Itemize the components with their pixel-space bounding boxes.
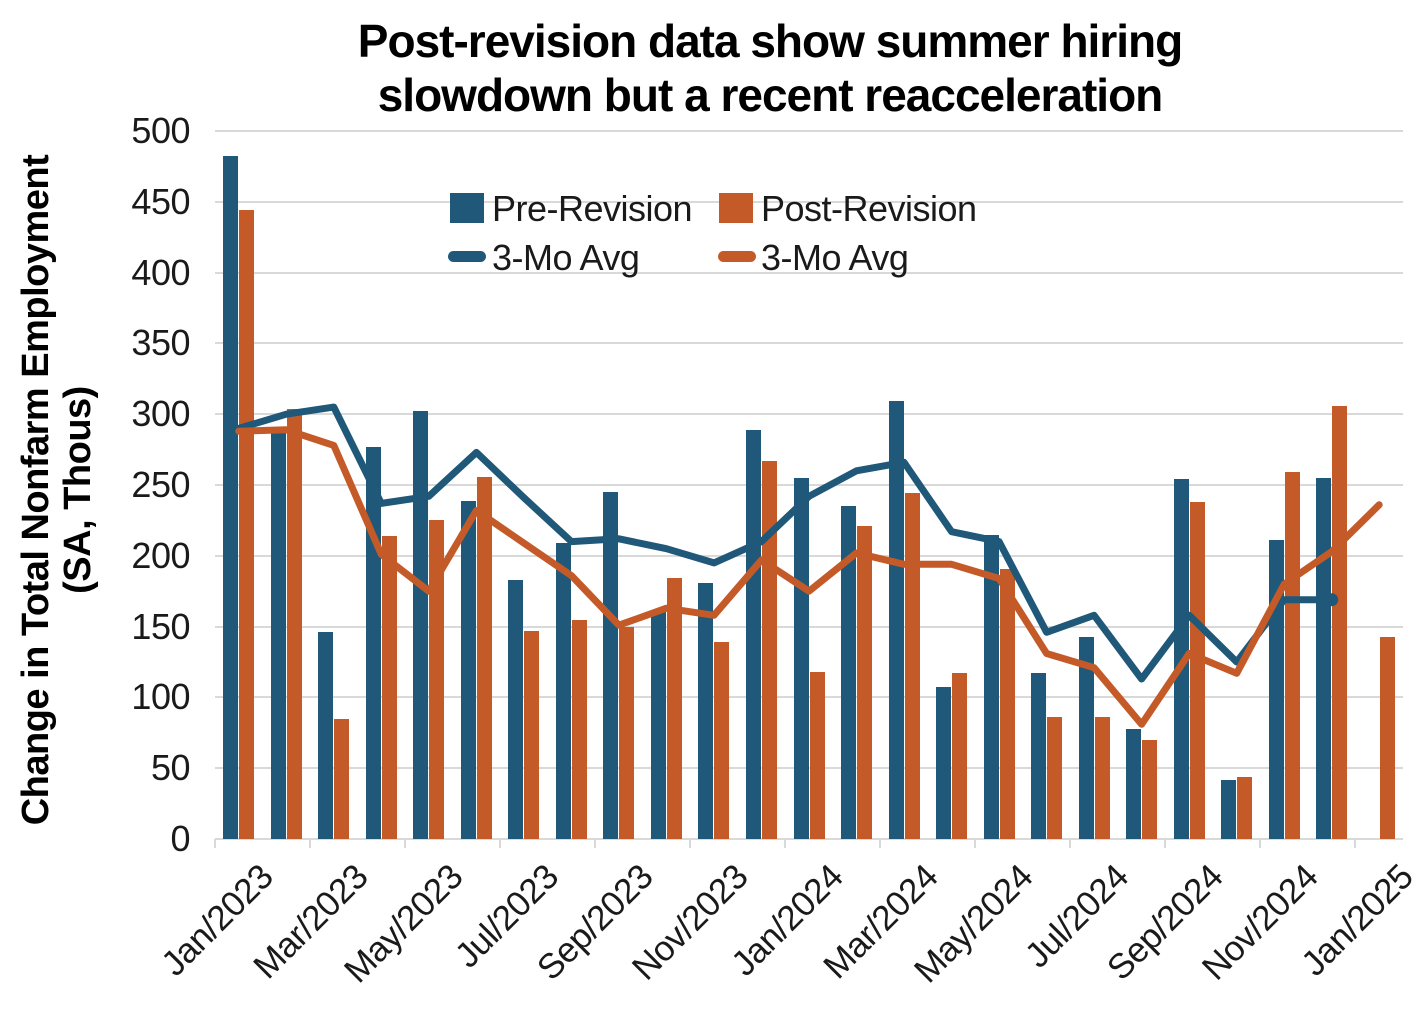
gridline-450 — [215, 200, 1403, 203]
x-axis-line — [215, 838, 1403, 840]
gridline-500 — [215, 130, 1403, 132]
y-tick-label-300: 300 — [131, 393, 190, 435]
bar-post-revision-Jul-2023 — [524, 630, 540, 839]
x-axis-tick — [309, 839, 312, 848]
legend-swatch-post-3mo-avg — [718, 251, 756, 262]
gridline-250 — [215, 484, 1403, 486]
bar-post-revision-May-2023 — [429, 520, 445, 839]
y-axis-title-line1: Change in Total Nonfarm Employment — [15, 154, 57, 826]
legend-label-post-3mo-avg: 3-Mo Avg — [761, 237, 909, 278]
bar-pre-revision-Dec-2024 — [1316, 477, 1332, 839]
bar-post-revision-Jan-2023 — [239, 210, 255, 839]
bar-pre-revision-Jul-2024 — [1078, 636, 1094, 839]
bar-post-revision-Nov-2023 — [714, 642, 730, 839]
bar-post-revision-Jun-2024 — [1047, 717, 1063, 839]
bar-post-revision-Aug-2024 — [1142, 739, 1158, 839]
gridline-350 — [215, 342, 1403, 345]
x-axis-tick — [404, 839, 407, 848]
legend-label-post-revision: Post-Revision — [761, 188, 977, 229]
trend-line-3-mo-avg-pre-revision- — [235, 403, 1336, 683]
bar-post-revision-Mar-2024 — [904, 493, 920, 839]
bar-pre-revision-May-2024 — [983, 534, 999, 839]
bar-pre-revision-Jun-2024 — [1031, 673, 1047, 839]
bar-pre-revision-Oct-2023 — [650, 612, 666, 839]
x-axis-tick — [784, 839, 787, 848]
y-tick-label-500: 500 — [131, 110, 190, 151]
bar-post-revision-May-2024 — [999, 568, 1015, 839]
y-tick-label-0: 0 — [170, 818, 190, 859]
y-tick-label-250: 250 — [131, 464, 190, 505]
bar-pre-revision-Oct-2024 — [1221, 779, 1237, 839]
bar-pre-revision-Nov-2023 — [698, 582, 714, 839]
x-axis-tick — [499, 839, 502, 848]
bar-pre-revision-Aug-2023 — [555, 543, 571, 839]
x-axis-tick — [689, 839, 692, 848]
y-tick-label-400: 400 — [131, 251, 190, 293]
bar-post-revision-Dec-2023 — [761, 460, 777, 839]
bar-post-revision-Nov-2024 — [1284, 472, 1300, 839]
legend-swatch-pre-revision — [450, 193, 484, 223]
bar-pre-revision-Sep-2023 — [603, 492, 619, 839]
bar-post-revision-Jun-2023 — [476, 476, 492, 839]
legend-label-pre-3mo-avg: 3-Mo Avg — [492, 237, 640, 278]
y-tick-label-100: 100 — [131, 676, 190, 718]
bar-post-revision-Jan-2024 — [809, 671, 825, 839]
bar-post-revision-Oct-2023 — [666, 578, 682, 839]
bar-pre-revision-Jun-2023 — [460, 500, 476, 839]
gridline-400 — [215, 271, 1403, 274]
bar-post-revision-Jul-2024 — [1094, 717, 1110, 839]
legend-swatch-pre-3mo-avg — [448, 251, 486, 262]
bar-pre-revision-Jul-2023 — [508, 579, 524, 839]
bar-pre-revision-Nov-2024 — [1268, 540, 1284, 839]
x-axis-tick — [594, 839, 597, 848]
x-axis-tick — [1069, 839, 1072, 848]
y-tick-label-350: 350 — [131, 322, 190, 364]
bar-pre-revision-Feb-2023 — [270, 432, 286, 839]
y-tick-label-50: 50 — [150, 747, 191, 789]
bar-post-revision-Sep-2023 — [619, 626, 635, 839]
bar-pre-revision-May-2023 — [413, 411, 429, 839]
bar-post-revision-Aug-2023 — [571, 619, 587, 839]
bar-pre-revision-Jan-2023 — [223, 156, 239, 839]
bar-post-revision-Feb-2023 — [286, 408, 302, 839]
bar-post-revision-Oct-2024 — [1237, 776, 1253, 839]
bar-pre-revision-Apr-2023 — [365, 446, 381, 839]
bar-post-revision-Mar-2023 — [334, 718, 350, 839]
bar-post-revision-Apr-2023 — [381, 535, 397, 839]
x-axis-tick — [1259, 839, 1262, 848]
bar-post-revision-Apr-2024 — [952, 673, 968, 839]
y-tick-label-150: 150 — [131, 605, 190, 647]
bar-pre-revision-Jan-2024 — [793, 477, 809, 839]
legend-swatch-post-revision — [719, 193, 753, 223]
bar-pre-revision-Dec-2023 — [745, 429, 761, 839]
legend-label-pre-revision: Pre-Revision — [492, 188, 693, 229]
x-axis-tick — [879, 839, 882, 848]
gridline-50 — [215, 767, 1403, 770]
chart-title: Post-revision data show summer hiring sl… — [118, 14, 1422, 122]
bar-post-revision-Dec-2024 — [1332, 405, 1348, 839]
x-axis-tick — [1164, 839, 1167, 848]
bar-pre-revision-Feb-2024 — [841, 506, 857, 839]
gridline-300 — [215, 413, 1403, 416]
x-axis-tick — [1354, 839, 1357, 848]
bar-pre-revision-Aug-2024 — [1126, 728, 1142, 839]
bar-pre-revision-Mar-2024 — [888, 401, 904, 839]
y-tick-label-450: 450 — [131, 180, 190, 222]
x-axis-tick — [214, 839, 216, 848]
bar-post-revision-Sep-2024 — [1189, 501, 1205, 839]
chart-title-line1: Post-revision data show summer hiring — [357, 15, 1183, 67]
x-axis-tick — [974, 839, 977, 848]
bar-pre-revision-Apr-2024 — [936, 687, 952, 839]
chart-title-line2: slowdown but a recent reacceleration — [377, 69, 1164, 121]
bar-pre-revision-Sep-2024 — [1173, 479, 1189, 839]
bar-post-revision-Jan-2025 — [1379, 636, 1395, 839]
y-tick-label-200: 200 — [131, 534, 190, 576]
bar-pre-revision-Mar-2023 — [318, 632, 334, 839]
bar-post-revision-Feb-2024 — [857, 526, 873, 839]
